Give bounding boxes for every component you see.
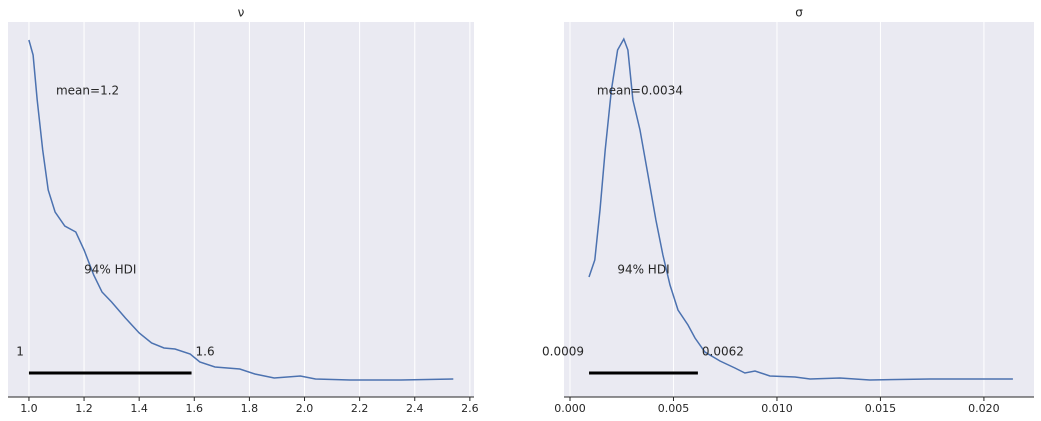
hdi-text: 94% HDI (84, 263, 136, 277)
x-tick-label: 2.4 (406, 402, 424, 415)
x-tick-label: 0.005 (658, 402, 690, 415)
x-tick-label: 0.000 (554, 402, 586, 415)
hdi-text: 94% HDI (617, 263, 669, 277)
chart-title: σ (795, 6, 803, 20)
x-tick-label: 2.2 (351, 402, 369, 415)
x-tick-label: 1.2 (75, 402, 93, 415)
x-tick-label: 2.0 (296, 402, 314, 415)
x-tick-label: 1.8 (241, 402, 259, 415)
mean-text: mean=1.2 (56, 84, 119, 98)
x-tick-label: 2.6 (461, 402, 479, 415)
x-tick-label: 1.6 (186, 402, 204, 415)
x-tick-label: 0.015 (865, 402, 897, 415)
chart-title: ν (238, 6, 245, 20)
plot-area (8, 22, 474, 397)
hdi-label: 1.6 (196, 345, 215, 359)
hdi-label: 1 (16, 345, 24, 359)
hdi-label: 0.0062 (702, 345, 744, 359)
x-tick-label: 1.4 (130, 402, 148, 415)
x-tick-label: 1.0 (20, 402, 38, 415)
x-tick-label: 0.010 (761, 402, 793, 415)
mean-text: mean=0.0034 (597, 84, 683, 98)
density-curve (588, 37, 1013, 381)
hdi-label: 0.0009 (542, 345, 584, 359)
plot-area (564, 22, 1034, 397)
x-tick-label: 0.020 (968, 402, 1000, 415)
density-curve (28, 39, 454, 381)
